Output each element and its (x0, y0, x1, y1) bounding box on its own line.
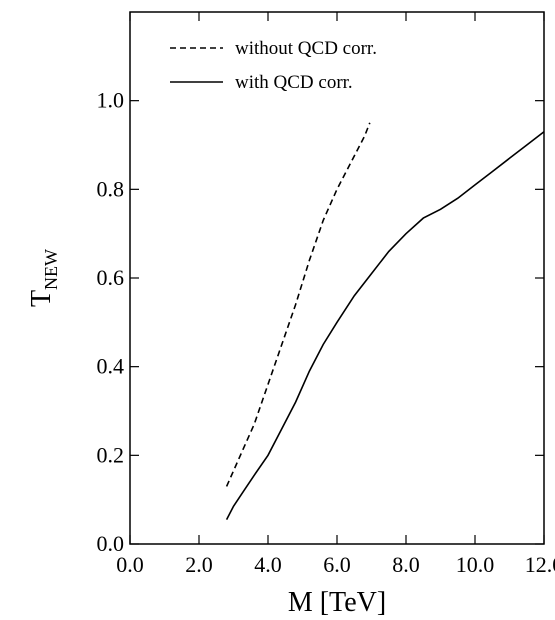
x-tick-label: 6.0 (323, 552, 351, 577)
y-tick-label: 1.0 (97, 88, 125, 113)
y-axis-title-main: T (26, 290, 57, 307)
series-line (225, 122, 371, 487)
legend-label: without QCD corr. (235, 38, 377, 59)
x-tick-labels: 0.0 2.0 4.0 6.0 8.0 10.0 12.0 (116, 552, 555, 577)
ticks (129, 12, 545, 545)
y-tick-label: 0.4 (97, 354, 125, 379)
y-tick-label: 0.0 (97, 531, 125, 556)
y-tick-label: 0.6 (97, 265, 125, 290)
svg-text:TNEW: TNEW (26, 249, 61, 307)
y-axis-title: TNEW (26, 249, 61, 307)
y-tick-label: 0.8 (97, 176, 125, 201)
y-tick-labels: 0.0 0.2 0.4 0.6 0.8 1.0 (97, 88, 125, 556)
y-axis-title-sub: NEW (41, 249, 61, 290)
x-tick-label: 8.0 (392, 552, 420, 577)
y-tick-label: 0.2 (97, 442, 125, 467)
legend: without QCD corr. with QCD corr. (170, 38, 377, 93)
x-tick-label: 4.0 (254, 552, 282, 577)
x-tick-label: 10.0 (456, 552, 495, 577)
x-axis-title: M [TeV] (288, 587, 386, 618)
series-layer (225, 122, 545, 520)
x-tick-label: 12.0 (525, 552, 555, 577)
series-line (225, 131, 545, 520)
x-tick-label: 0.0 (116, 552, 144, 577)
x-tick-label: 2.0 (185, 552, 213, 577)
legend-label: with QCD corr. (235, 72, 353, 93)
